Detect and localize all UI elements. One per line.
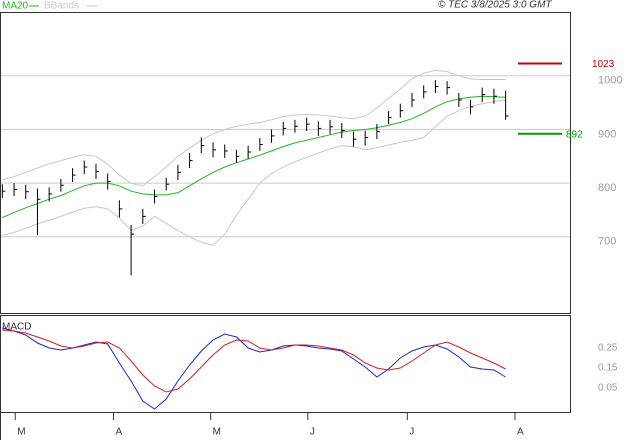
x-tick-label: J bbox=[409, 427, 414, 438]
y-tick-label: 0.15 bbox=[598, 363, 618, 374]
copyright: © TEC 3/8/2025 3:0 GMT bbox=[438, 0, 552, 11]
x-tick-label: A bbox=[517, 427, 524, 438]
macd-title: MACD bbox=[2, 322, 31, 333]
price-frame bbox=[0, 12, 571, 314]
y-tick-label: 900 bbox=[598, 128, 616, 140]
bband-lower bbox=[2, 99, 506, 246]
macd-line bbox=[2, 327, 506, 410]
macd-line bbox=[2, 329, 506, 393]
y-tick-label: 0.05 bbox=[598, 383, 618, 394]
legend-entry: MA20 bbox=[2, 1, 29, 12]
bband-upper bbox=[2, 69, 506, 187]
ma20-line bbox=[2, 95, 506, 218]
y-tick-label: 1000 bbox=[598, 75, 622, 87]
x-tick-label: M bbox=[17, 427, 25, 438]
x-tick-label: J bbox=[310, 427, 315, 438]
level-label: 892 bbox=[566, 129, 583, 140]
y-tick-label: 0.25 bbox=[598, 343, 618, 354]
y-tick-label: 800 bbox=[598, 182, 616, 194]
level-label: 1023 bbox=[592, 59, 615, 70]
legend-entry: BBands bbox=[44, 1, 79, 12]
x-tick-label: A bbox=[116, 427, 123, 438]
y-tick-label: 700 bbox=[598, 236, 616, 248]
macd-frame bbox=[0, 315, 571, 413]
x-tick-label: M bbox=[213, 427, 221, 438]
